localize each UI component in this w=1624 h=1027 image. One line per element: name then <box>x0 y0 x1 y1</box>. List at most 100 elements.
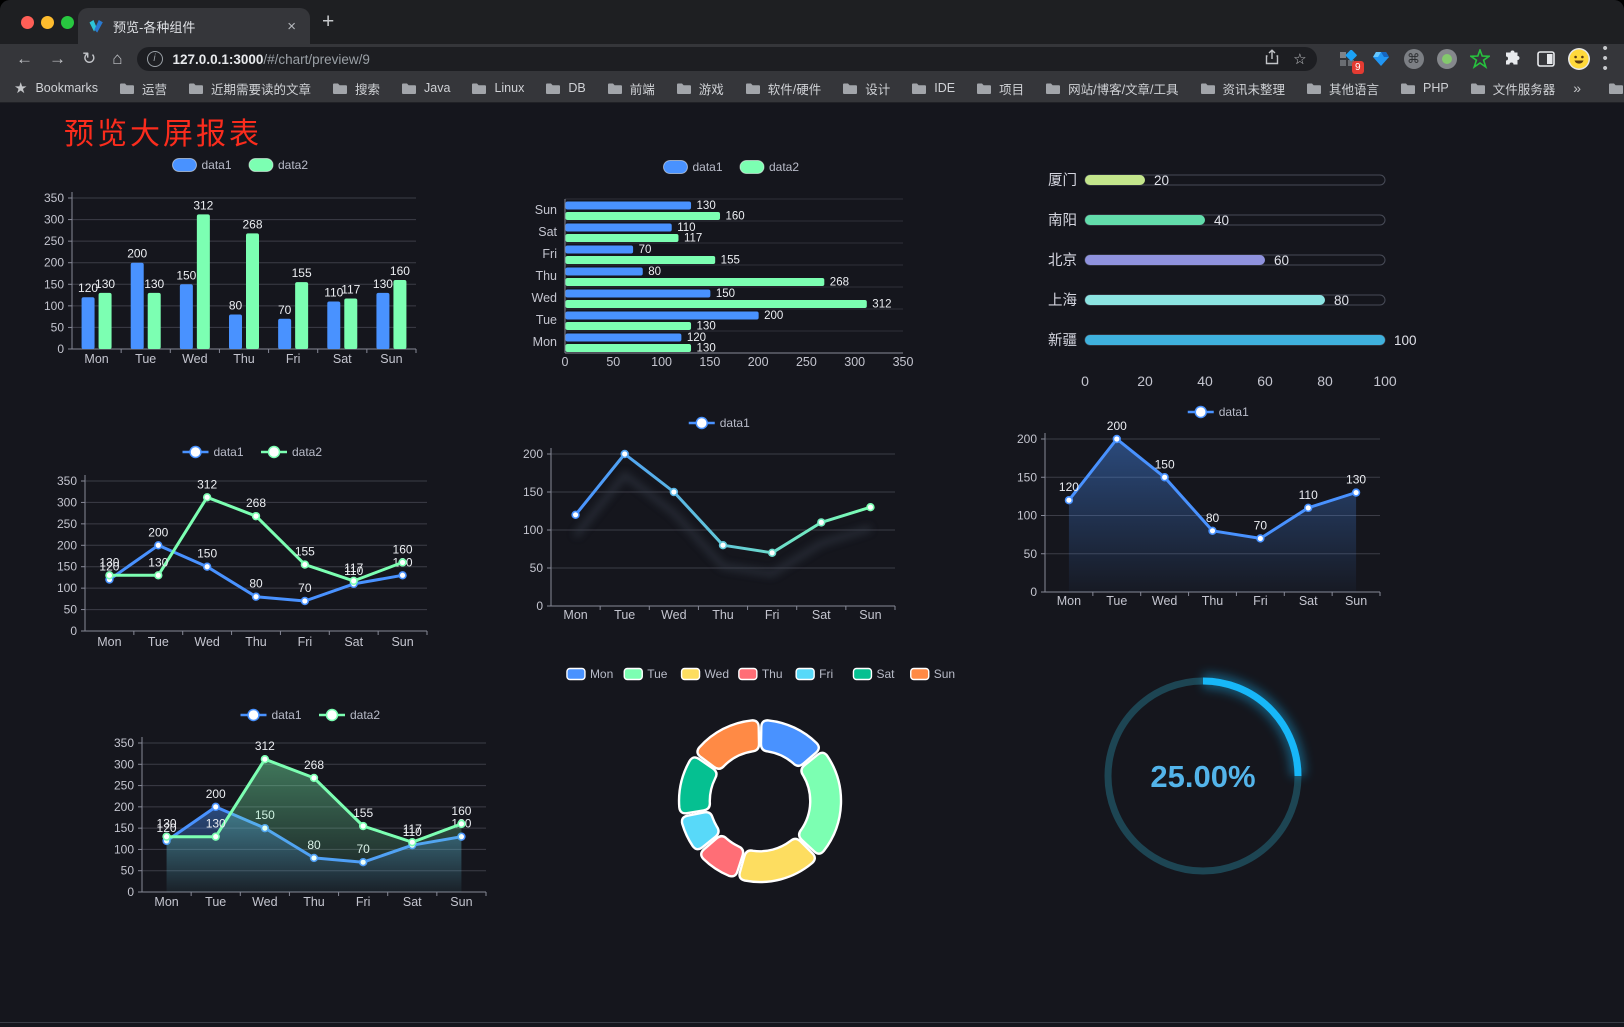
minimize-window-button[interactable] <box>41 16 54 29</box>
extension-grid-icon[interactable]: 9 <box>1336 47 1364 74</box>
bar[interactable] <box>565 278 825 286</box>
chart-gauge-progress[interactable]: 25.00% <box>1100 672 1310 889</box>
new-tab-button[interactable]: + <box>322 10 335 33</box>
share-icon[interactable] <box>1265 49 1279 69</box>
data-point[interactable] <box>1256 534 1265 543</box>
data-point[interactable] <box>251 511 261 521</box>
bookmark-item[interactable]: 游戏 <box>676 79 724 98</box>
bar[interactable] <box>565 333 682 342</box>
pie-slice[interactable] <box>797 751 843 855</box>
maximize-window-button[interactable] <box>61 16 74 29</box>
data-point[interactable] <box>162 832 171 841</box>
data-point[interactable] <box>398 558 407 567</box>
data-point[interactable] <box>767 548 777 558</box>
data-point[interactable] <box>1064 495 1074 505</box>
data-point[interactable] <box>202 493 212 502</box>
pie-slice[interactable] <box>738 837 816 884</box>
data-point[interactable] <box>358 821 368 831</box>
data-point[interactable] <box>398 571 407 580</box>
data-point[interactable] <box>105 571 114 580</box>
bar[interactable] <box>376 292 390 349</box>
bar[interactable] <box>565 201 692 210</box>
line-series[interactable] <box>574 452 872 555</box>
forward-icon[interactable]: → <box>49 49 66 68</box>
bookmark-item[interactable]: 资讯未整理 <box>1200 79 1285 98</box>
chart-legend[interactable]: data1 data2 <box>240 708 381 722</box>
browser-menu-icon[interactable]: • • • <box>1602 40 1608 77</box>
data-point[interactable] <box>309 773 319 783</box>
chart-legend[interactable]: data1 data2 <box>182 445 323 459</box>
bar[interactable] <box>130 262 144 349</box>
data-point[interactable] <box>1208 526 1217 536</box>
bar[interactable] <box>565 212 721 220</box>
chart-city-progress-bars[interactable]: 厦门 20 南阳 40 北京 60 上海 80 新疆 100 0 20 40 60 80 100 <box>985 150 1440 405</box>
bookmark-item[interactable]: 运营 <box>119 79 167 98</box>
close-window-button[interactable] <box>21 16 34 29</box>
bookmarks-overflow-chevron[interactable]: » <box>1573 80 1582 96</box>
data-point[interactable] <box>669 487 679 497</box>
bar[interactable] <box>565 245 634 254</box>
pie-slice[interactable] <box>759 719 820 767</box>
bar[interactable] <box>196 214 210 349</box>
bar[interactable] <box>393 279 407 349</box>
bar[interactable] <box>565 234 679 242</box>
data-point[interactable] <box>1112 434 1121 444</box>
profile-avatar[interactable] <box>1567 47 1591 71</box>
bar[interactable] <box>565 344 692 352</box>
extension-record-icon[interactable] <box>1435 47 1459 71</box>
bar[interactable] <box>565 223 672 232</box>
bar[interactable] <box>565 322 692 330</box>
data-point[interactable] <box>300 560 310 569</box>
bar[interactable] <box>327 301 341 349</box>
bar[interactable] <box>81 297 95 349</box>
bar[interactable] <box>565 267 643 276</box>
extension-command-icon[interactable]: ⌘ <box>1402 47 1426 71</box>
pie-slice[interactable] <box>700 835 745 878</box>
data-point[interactable] <box>408 837 417 847</box>
progress-fill[interactable] <box>1085 175 1145 185</box>
bar[interactable] <box>98 292 112 349</box>
bar[interactable] <box>565 300 867 308</box>
bookmark-item[interactable]: 软件/硬件 <box>745 79 821 98</box>
data-point[interactable] <box>1351 488 1361 497</box>
data-point[interactable] <box>300 596 310 606</box>
bookmark-star-icon[interactable]: ☆ <box>1293 51 1307 68</box>
data-point[interactable] <box>202 562 212 571</box>
bar[interactable] <box>565 289 711 298</box>
reload-icon[interactable]: ↻ <box>82 49 97 68</box>
site-info-icon[interactable]: i <box>146 51 163 67</box>
extension-gem-icon[interactable] <box>1369 47 1393 71</box>
chart-donut[interactable]: Mon Tue Wed Thu Fri Sat Sun <box>555 660 967 905</box>
data-point[interactable] <box>866 502 875 512</box>
progress-fill[interactable] <box>1085 215 1205 225</box>
bar[interactable] <box>246 233 259 349</box>
bookmark-item[interactable]: 其他语言 <box>1306 79 1379 98</box>
progress-fill[interactable] <box>1085 335 1385 345</box>
bar[interactable] <box>278 318 292 349</box>
other-bookmarks-folder[interactable]: 其他书签 <box>1608 79 1624 98</box>
data-point[interactable] <box>620 449 629 459</box>
bookmark-item[interactable]: 搜索 <box>332 79 380 98</box>
pie-slice[interactable] <box>696 719 761 770</box>
chart-legend[interactable]: Mon Tue Wed Thu Fri Sat Sun <box>566 667 955 681</box>
bar[interactable] <box>344 298 358 349</box>
bookmark-item[interactable]: PHP <box>1400 81 1449 95</box>
chart-line-area-two[interactable]: data1 data2 0 50 100 150 200 250 300 350 Mon Tue Wed… <box>100 676 505 929</box>
extensions-puzzle-icon[interactable] <box>1501 47 1525 71</box>
bar[interactable] <box>229 314 242 349</box>
bar[interactable] <box>179 284 193 349</box>
bar[interactable] <box>147 292 161 349</box>
data-point[interactable] <box>154 571 163 580</box>
bookmarks-root[interactable]: ★ Bookmarks <box>14 80 98 97</box>
bookmark-item[interactable]: 文件服务器 <box>1470 79 1555 98</box>
chart-line-two-series[interactable]: data1 data2 0 50 100 150 200 250 300 350 Mon Tue Wed… <box>45 425 475 670</box>
url-bar[interactable]: i 127.0.0.1:3000 /#/chart/preview/9 ☆ <box>136 47 1317 71</box>
data-point[interactable] <box>251 592 261 601</box>
chart-legend[interactable]: data1 <box>688 416 750 430</box>
bookmark-item[interactable]: 前端 <box>607 79 655 98</box>
bar[interactable] <box>565 256 716 264</box>
back-icon[interactable]: ← <box>16 49 33 68</box>
chart-legend[interactable]: data1 data2 <box>172 158 309 172</box>
data-point[interactable] <box>718 541 728 550</box>
chart-horizontal-bar[interactable]: data1 data2 0 50 100 150 200 250 300 350 Mon 120 130… <box>500 152 913 383</box>
